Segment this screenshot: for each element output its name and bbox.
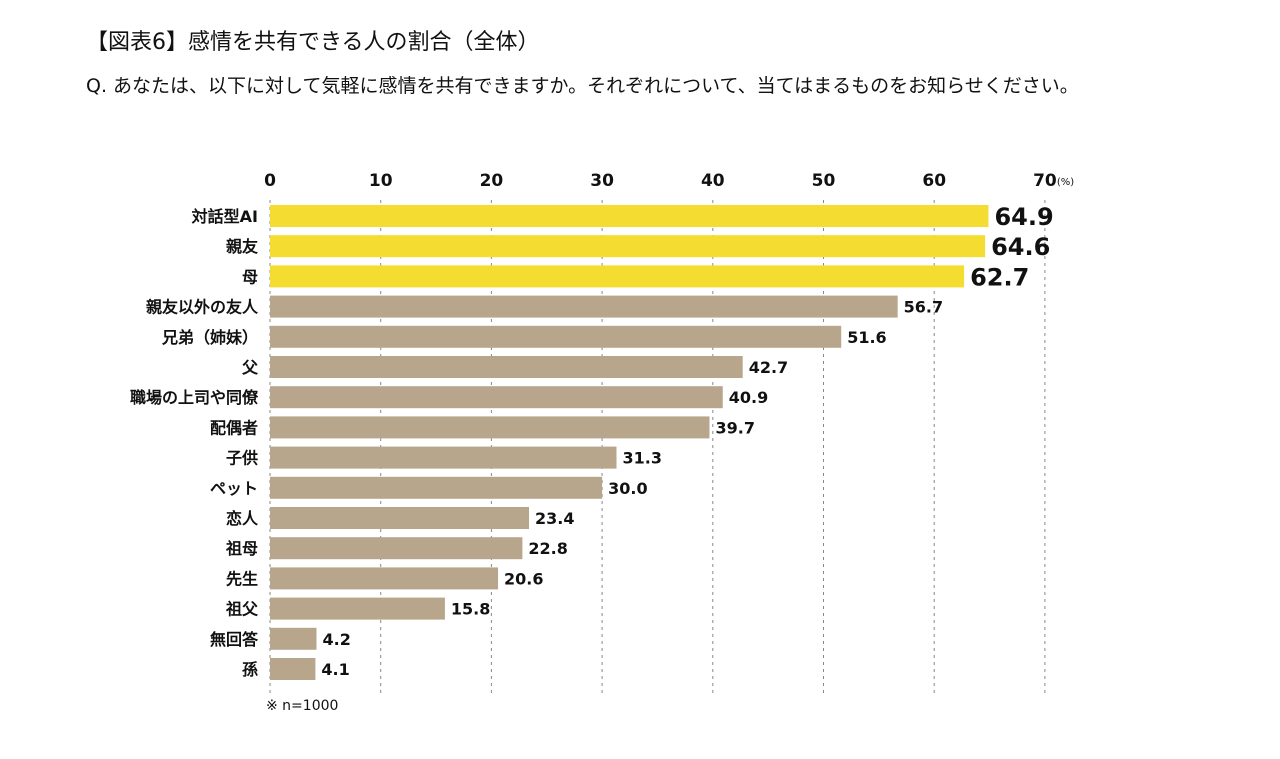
bar <box>270 567 499 590</box>
data-label: 15.8 <box>451 600 490 619</box>
x-tick-label: 60 <box>922 171 946 191</box>
bar <box>270 627 317 650</box>
x-tick-label: 70 <box>1033 171 1057 191</box>
category-label: 親友以外の友人 <box>146 298 259 317</box>
category-label: 子供 <box>226 449 258 468</box>
bar <box>270 235 986 258</box>
bar <box>270 356 743 378</box>
category-label: 親友 <box>226 237 259 256</box>
data-label: 64.6 <box>991 233 1050 261</box>
bar <box>270 325 842 348</box>
data-label: 64.9 <box>994 203 1053 231</box>
sample-size-note: ※ n=1000 <box>266 698 339 714</box>
category-label: ペット <box>210 479 258 498</box>
category-label: 配偶者 <box>210 418 258 437</box>
bar <box>270 658 316 680</box>
category-label: 恋人 <box>226 509 259 528</box>
data-label: 42.7 <box>749 358 788 377</box>
bar <box>270 205 989 227</box>
data-label: 51.6 <box>847 328 886 347</box>
category-label: 職場の上司や同僚 <box>130 388 259 407</box>
x-tick-label: 40 <box>701 171 725 191</box>
data-label: 39.7 <box>715 418 754 437</box>
x-tick-label: 20 <box>480 171 504 191</box>
data-label: 62.7 <box>970 263 1029 291</box>
data-label: 30.0 <box>608 479 647 498</box>
page-title: 【図表6】感情を共有できる人の割合（全体） <box>86 30 540 55</box>
category-label: 無回答 <box>210 630 259 649</box>
bar <box>270 295 898 318</box>
category-label: 兄弟（姉妹） <box>161 328 258 347</box>
category-label: 孫 <box>242 660 258 679</box>
data-label: 22.8 <box>528 539 567 558</box>
bar <box>270 597 445 620</box>
bar <box>270 476 603 499</box>
data-label: 56.7 <box>904 298 943 317</box>
category-label: 祖母 <box>225 539 258 558</box>
x-tick-label: 10 <box>369 171 393 191</box>
category-label: 母 <box>242 267 258 286</box>
category-label: 先生 <box>226 569 258 588</box>
category-label: 祖父 <box>225 600 259 619</box>
data-label: 31.3 <box>622 449 661 468</box>
data-label: 23.4 <box>535 509 574 528</box>
bar <box>270 416 710 439</box>
category-label: 父 <box>241 358 259 377</box>
bar <box>270 537 523 560</box>
data-label: 40.9 <box>729 388 768 407</box>
bar <box>270 446 617 469</box>
data-label: 20.6 <box>504 569 543 588</box>
survey-question: Q. あなたは、以下に対して気軽に感情を共有できますか。それぞれについて、当ては… <box>86 75 1079 97</box>
x-tick-label: 30 <box>590 171 614 191</box>
data-label: 4.2 <box>322 630 350 649</box>
category-label: 対話型AI <box>191 207 258 226</box>
x-axis-unit: (%) <box>1057 177 1074 188</box>
x-tick-label: 50 <box>812 171 836 191</box>
bar <box>270 507 530 529</box>
bar <box>270 386 723 409</box>
x-tick-label: 0 <box>264 171 276 191</box>
bar <box>270 265 965 288</box>
data-label: 4.1 <box>321 660 349 679</box>
